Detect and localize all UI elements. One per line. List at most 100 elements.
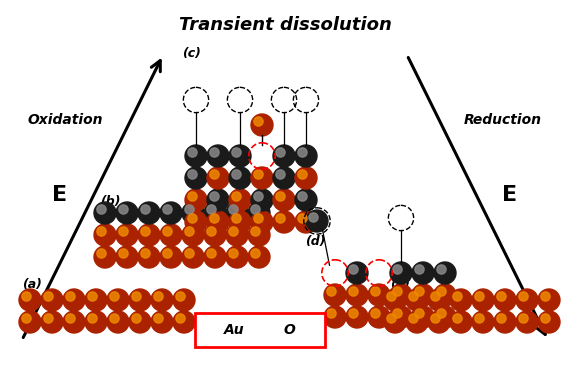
Circle shape — [173, 289, 195, 311]
Circle shape — [393, 265, 402, 274]
Circle shape — [254, 192, 263, 201]
Circle shape — [163, 227, 172, 236]
Circle shape — [119, 205, 128, 214]
Circle shape — [434, 306, 456, 328]
Circle shape — [346, 262, 368, 284]
Circle shape — [207, 189, 229, 211]
Circle shape — [44, 292, 53, 301]
Circle shape — [387, 292, 396, 301]
Circle shape — [226, 246, 248, 268]
Circle shape — [107, 311, 129, 333]
Circle shape — [346, 306, 368, 328]
Circle shape — [207, 227, 216, 236]
Circle shape — [327, 309, 336, 318]
Circle shape — [295, 211, 317, 233]
Circle shape — [188, 192, 197, 201]
Circle shape — [160, 246, 182, 268]
Circle shape — [349, 265, 358, 274]
Circle shape — [63, 311, 85, 333]
Circle shape — [251, 205, 260, 214]
Circle shape — [22, 292, 31, 301]
Circle shape — [390, 306, 412, 328]
Circle shape — [409, 314, 418, 323]
Circle shape — [497, 292, 506, 301]
Circle shape — [434, 262, 456, 284]
Circle shape — [428, 311, 450, 333]
Circle shape — [119, 249, 128, 258]
Circle shape — [182, 246, 204, 268]
Circle shape — [393, 287, 402, 296]
Circle shape — [85, 311, 107, 333]
Circle shape — [154, 292, 163, 301]
Circle shape — [516, 311, 538, 333]
Circle shape — [251, 167, 273, 189]
Circle shape — [415, 309, 424, 318]
Circle shape — [229, 227, 238, 236]
Circle shape — [248, 224, 270, 246]
Circle shape — [295, 167, 317, 189]
Circle shape — [176, 314, 185, 323]
Text: E: E — [502, 185, 518, 205]
Circle shape — [229, 211, 251, 233]
Circle shape — [431, 314, 440, 323]
Circle shape — [368, 284, 390, 306]
Circle shape — [138, 202, 160, 224]
Circle shape — [132, 314, 141, 323]
Circle shape — [94, 246, 116, 268]
Circle shape — [494, 311, 516, 333]
Circle shape — [324, 306, 346, 328]
Circle shape — [409, 292, 418, 301]
Circle shape — [204, 224, 226, 246]
Circle shape — [22, 314, 31, 323]
Circle shape — [141, 205, 150, 214]
Circle shape — [349, 287, 358, 296]
Circle shape — [173, 311, 195, 333]
Circle shape — [428, 289, 450, 311]
Circle shape — [88, 314, 97, 323]
Circle shape — [210, 148, 219, 157]
Circle shape — [415, 287, 424, 296]
Circle shape — [160, 202, 182, 224]
Text: Reduction: Reduction — [464, 113, 542, 127]
Circle shape — [176, 292, 185, 301]
Circle shape — [41, 311, 63, 333]
FancyBboxPatch shape — [195, 313, 325, 347]
Circle shape — [182, 202, 204, 224]
Circle shape — [185, 227, 194, 236]
Circle shape — [151, 311, 173, 333]
Circle shape — [185, 205, 194, 214]
Circle shape — [431, 292, 440, 301]
Circle shape — [41, 289, 63, 311]
Circle shape — [94, 224, 116, 246]
Circle shape — [116, 202, 138, 224]
Circle shape — [384, 289, 406, 311]
Circle shape — [229, 189, 251, 211]
Circle shape — [541, 314, 550, 323]
Circle shape — [138, 246, 160, 268]
Circle shape — [110, 292, 119, 301]
Circle shape — [298, 148, 307, 157]
Circle shape — [229, 205, 238, 214]
Circle shape — [450, 289, 472, 311]
Circle shape — [185, 189, 207, 211]
Circle shape — [259, 319, 281, 341]
Circle shape — [182, 224, 204, 246]
Circle shape — [229, 167, 251, 189]
Circle shape — [298, 170, 307, 179]
Circle shape — [298, 214, 307, 223]
Circle shape — [229, 249, 238, 258]
Text: O: O — [284, 323, 296, 337]
Circle shape — [19, 311, 41, 333]
Circle shape — [538, 311, 560, 333]
Circle shape — [207, 249, 216, 258]
Circle shape — [151, 289, 173, 311]
Circle shape — [273, 167, 295, 189]
Circle shape — [494, 289, 516, 311]
Circle shape — [437, 287, 446, 296]
Circle shape — [406, 289, 428, 311]
Circle shape — [119, 227, 128, 236]
Circle shape — [276, 170, 285, 179]
Text: (a): (a) — [22, 278, 42, 291]
Circle shape — [202, 322, 211, 331]
Circle shape — [276, 214, 285, 223]
